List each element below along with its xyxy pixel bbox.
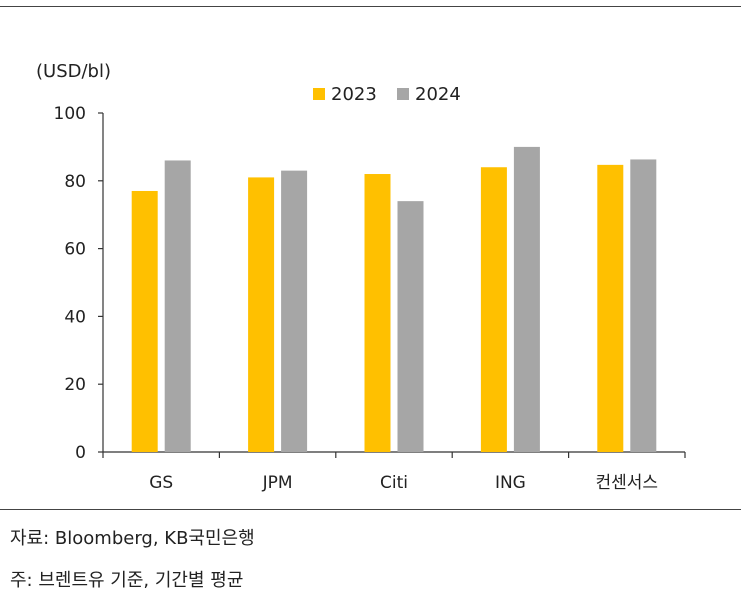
bar — [364, 174, 391, 452]
footnote: 주: 브렌트유 기준, 기간별 평균 — [10, 570, 244, 591]
y-tick-label: 20 — [64, 375, 86, 395]
bar — [597, 164, 624, 452]
x-tick-label: Citi — [380, 473, 408, 493]
bar — [397, 201, 424, 452]
y-tick-label: 0 — [75, 443, 86, 463]
source-note: 자료: Bloomberg, KB국민은행 — [10, 528, 255, 549]
bottom-rule — [0, 509, 741, 510]
bar-chart: (USD/bl) 2023 2024 0 20 40 60 80 100 GS JPM Citi… — [36, 61, 686, 493]
bars — [131, 146, 657, 453]
bar — [513, 146, 540, 452]
x-tick-label: JPM — [262, 473, 293, 493]
y-tick-label: 40 — [64, 307, 86, 327]
x-tick-label: GS — [149, 473, 173, 493]
legend-label: 2023 — [331, 84, 377, 105]
bar — [131, 190, 158, 452]
bar — [480, 167, 507, 453]
y-axis-unit-label: (USD/bl) — [36, 61, 111, 82]
bar — [281, 170, 308, 452]
legend-swatch — [313, 88, 325, 100]
y-tick-label: 60 — [64, 240, 86, 260]
bar — [630, 159, 657, 452]
bar — [248, 177, 275, 452]
bar — [164, 160, 191, 452]
legend: 2023 2024 — [313, 84, 461, 105]
y-tick-label: 100 — [54, 104, 86, 124]
x-tick-label: 컨센서스 — [596, 473, 659, 493]
y-tick-label: 80 — [64, 172, 86, 192]
x-axis: GS JPM Citi ING 컨센서스 — [102, 451, 686, 493]
x-tick-label: ING — [495, 473, 526, 493]
y-axis: 0 20 40 60 80 100 — [54, 104, 104, 463]
legend-label: 2024 — [415, 84, 461, 105]
legend-swatch — [397, 88, 409, 100]
top-rule — [0, 6, 741, 7]
